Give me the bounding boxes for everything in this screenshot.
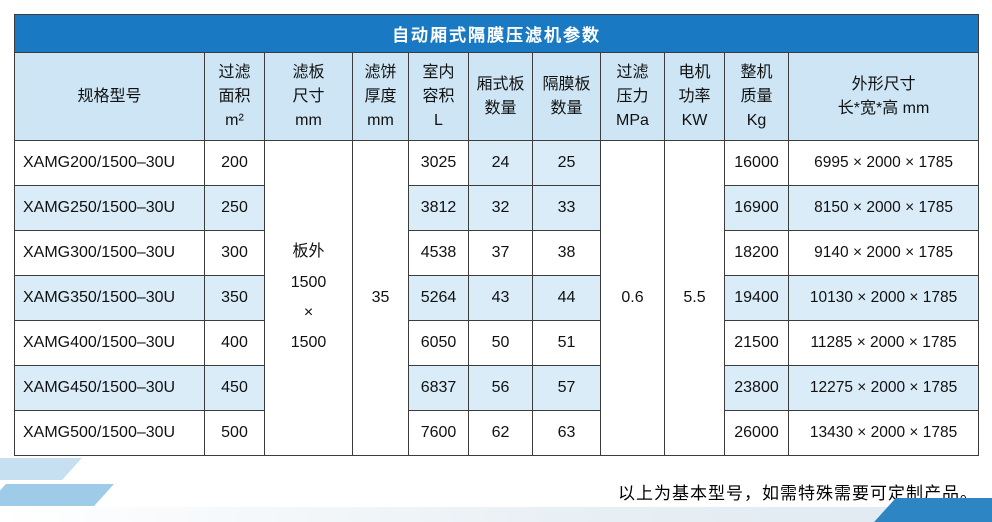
column-header-diaphragm-plates: 隔膜板 数量: [532, 52, 601, 141]
cell-pressure: 0.6: [600, 140, 665, 456]
cell-area: 300: [204, 230, 265, 276]
cell-diaphragm-plates: 38: [532, 230, 601, 276]
column-header-chamber-plates: 厢式板 数量: [468, 52, 533, 141]
table-row: XAMG400/1500–30U 400 6050 50 51 21500 11285 × …: [14, 320, 980, 366]
cell-chamber-plates: 32: [468, 185, 533, 231]
table-title: 自动厢式隔膜压滤机参数: [13, 14, 980, 53]
table-row: XAMG350/1500–30U 350 5264 43 44 19400 10130 × …: [14, 275, 980, 321]
column-header-volume: 室内 容积 L: [408, 52, 469, 141]
title-row: 自动厢式隔膜压滤机参数: [13, 14, 980, 53]
table-row: XAMG200/1500–30U 200 板外 1500 × 1500 35 3025 24 25…: [14, 140, 980, 456]
column-header-motor-power: 电机 功率 KW: [664, 52, 725, 141]
cell-diaphragm-plates: 63: [532, 410, 601, 456]
cell-model: XAMG300/1500–30U: [14, 230, 205, 276]
column-header-model: 规格型号: [14, 52, 205, 141]
column-header-area: 过滤 面积 m²: [204, 52, 265, 141]
cell-plate-size-merged: 板外 1500 × 1500: [264, 140, 353, 456]
column-header-weight: 整机 质量 Kg: [724, 52, 789, 141]
table-row: XAMG300/1500–30U 300 4538 37 38 18200 9140 × 2…: [14, 230, 980, 276]
cell-volume: 5264: [408, 275, 469, 321]
cell-model: XAMG350/1500–30U: [14, 275, 205, 321]
cell-dimensions: 11285 × 2000 × 1785: [787, 320, 980, 366]
cell-diaphragm-plates: 25: [532, 140, 601, 186]
cell-weight: 23800: [724, 365, 789, 411]
left-stripe-decoration-2: [0, 484, 114, 506]
cell-area: 350: [204, 275, 265, 321]
cell-diaphragm-plates: 57: [532, 365, 601, 411]
cell-dimensions: 9140 × 2000 × 1785: [787, 230, 980, 276]
cell-chamber-plates: 62: [468, 410, 533, 456]
cell-chamber-plates: 50: [468, 320, 533, 366]
cell-model: XAMG250/1500–30U: [14, 185, 205, 231]
cell-model: XAMG400/1500–30U: [14, 320, 205, 366]
column-header-plate-size: 滤板 尺寸 mm: [264, 52, 353, 141]
cell-weight: 26000: [724, 410, 789, 456]
left-stripe-decoration: [0, 458, 82, 480]
cell-dimensions: 13430 × 2000 × 1785: [787, 410, 980, 456]
cell-dimensions: 10130 × 2000 × 1785: [787, 275, 980, 321]
cell-weight: 21500: [724, 320, 789, 366]
cell-volume: 3025: [408, 140, 469, 186]
column-header-cake-thickness: 滤饼 厚度 mm: [352, 52, 409, 141]
cell-weight: 18200: [724, 230, 789, 276]
cell-dimensions: 8150 × 2000 × 1785: [787, 185, 980, 231]
cell-motor-power: 5.5: [664, 140, 725, 456]
header-row: 规格型号 过滤 面积 m² 滤板 尺寸 mm 滤饼 厚度 mm 室内 容积 L 厢式板 数量 隔膜板 数量 过滤压…: [14, 52, 980, 141]
table-row: XAMG250/1500–30U 250 3812 32 33 16900 8150 × 2…: [14, 185, 980, 231]
cell-diaphragm-plates: 33: [532, 185, 601, 231]
cell-diaphragm-plates: 44: [532, 275, 601, 321]
column-header-pressure: 过滤 压力 MPa: [600, 52, 665, 141]
spec-table: 自动厢式隔膜压滤机参数 规格型号 过滤 面积 m² 滤板 尺寸 mm 滤饼 厚度 mm 室内 容积 L 厢…: [13, 14, 980, 456]
cell-dimensions: 12275 × 2000 × 1785: [787, 365, 980, 411]
spec-table-container: 自动厢式隔膜压滤机参数 规格型号 过滤 面积 m² 滤板 尺寸 mm 滤饼 厚度 mm 室内 容积 L 厢…: [13, 14, 980, 456]
column-header-dimensions: 外形尺寸 长*宽*高 mm: [787, 52, 980, 141]
cell-diaphragm-plates: 51: [532, 320, 601, 366]
cell-chamber-plates: 37: [468, 230, 533, 276]
cell-volume: 6837: [408, 365, 469, 411]
cell-weight: 19400: [724, 275, 789, 321]
cell-volume: 3812: [408, 185, 469, 231]
cell-volume: 4538: [408, 230, 469, 276]
cell-area: 400: [204, 320, 265, 366]
cell-area: 250: [204, 185, 265, 231]
cell-chamber-plates: 56: [468, 365, 533, 411]
cell-area: 500: [204, 410, 265, 456]
cell-model: XAMG450/1500–30U: [14, 365, 205, 411]
footnote-text: 以上为基本型号，如需特殊需要可定制产品。: [618, 484, 978, 503]
cell-chamber-plates: 43: [468, 275, 533, 321]
cell-cake-thickness: 35: [352, 140, 409, 456]
cell-model: XAMG500/1500–30U: [14, 410, 205, 456]
cell-chamber-plates: 24: [468, 140, 533, 186]
cell-volume: 6050: [408, 320, 469, 366]
bottom-gradient-band: [0, 507, 992, 522]
cell-dimensions: 6995 × 2000 × 1785: [787, 140, 980, 186]
table-row: XAMG500/1500–30U 500 7600 62 63 26000 13430 × …: [14, 410, 980, 456]
cell-weight: 16900: [724, 185, 789, 231]
cell-model: XAMG200/1500–30U: [14, 140, 205, 186]
cell-weight: 16000: [724, 140, 789, 186]
table-row: XAMG450/1500–30U 450 6837 56 57 23800 12275 × …: [14, 365, 980, 411]
cell-area: 450: [204, 365, 265, 411]
cell-area: 200: [204, 140, 265, 186]
cell-volume: 7600: [408, 410, 469, 456]
